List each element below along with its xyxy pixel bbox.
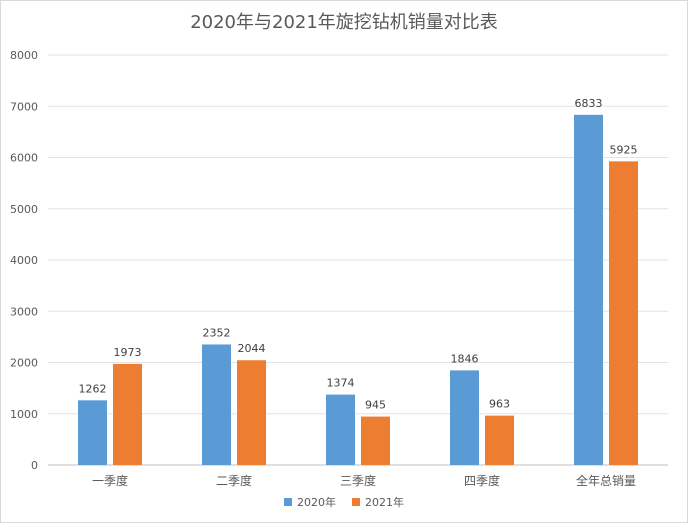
legend-swatch xyxy=(352,498,360,506)
bar-2021 xyxy=(113,363,142,465)
bar-2020 xyxy=(450,370,479,465)
data-label: 6833 xyxy=(575,97,603,110)
legend-label: 2020年 xyxy=(297,496,336,509)
bars xyxy=(78,114,638,465)
y-tick-label: 1000 xyxy=(10,408,38,421)
y-tick-label: 4000 xyxy=(10,254,38,267)
gridlines xyxy=(48,54,668,466)
x-tick-label: 二季度 xyxy=(216,473,252,488)
bar-2020 xyxy=(574,114,603,465)
y-tick-label: 2000 xyxy=(10,357,38,370)
data-label: 2044 xyxy=(238,342,266,355)
legend: 2020年 2021年 xyxy=(0,494,688,510)
data-label: 1846 xyxy=(451,352,479,365)
y-tick-label: 8000 xyxy=(10,49,38,62)
bar-2020 xyxy=(78,400,107,465)
y-axis-ticks: 0 1000 2000 3000 4000 5000 6000 7000 8000 xyxy=(10,49,38,472)
bar-2020 xyxy=(326,394,355,465)
data-label: 1374 xyxy=(327,377,355,390)
y-tick-label: 5000 xyxy=(10,203,38,216)
y-tick-label: 7000 xyxy=(10,100,38,113)
x-tick-label: 三季度 xyxy=(340,473,376,488)
bar-2021 xyxy=(237,360,266,465)
bar-2020 xyxy=(202,344,231,465)
chart-title: 2020年与2021年旋挖钻机销量对比表 xyxy=(190,12,498,33)
x-tick-label: 一季度 xyxy=(92,473,128,488)
bar-2021 xyxy=(609,161,638,465)
legend-item-2020: 2020年 xyxy=(284,494,336,510)
data-label: 963 xyxy=(489,398,510,411)
data-label: 945 xyxy=(365,399,386,412)
y-tick-label: 6000 xyxy=(10,152,38,165)
x-tick-label: 四季度 xyxy=(464,473,500,488)
bar-2021 xyxy=(361,416,390,465)
legend-swatch xyxy=(284,498,292,506)
data-label: 1262 xyxy=(79,382,107,395)
x-axis-ticks: 一季度 二季度 三季度 四季度 全年总销量 xyxy=(92,473,636,488)
y-tick-label: 3000 xyxy=(10,305,38,318)
data-labels: 1262 1973 2352 2044 1374 945 1846 963 6833 5925 xyxy=(79,97,638,412)
data-label: 2352 xyxy=(203,326,231,339)
legend-item-2021: 2021年 xyxy=(352,494,404,510)
legend-label: 2021年 xyxy=(365,496,404,509)
y-tick-label: 0 xyxy=(31,459,38,472)
x-tick-label: 全年总销量 xyxy=(576,473,636,488)
bar-2021 xyxy=(485,415,514,465)
data-label: 1973 xyxy=(114,346,142,359)
data-label: 5925 xyxy=(610,143,638,156)
